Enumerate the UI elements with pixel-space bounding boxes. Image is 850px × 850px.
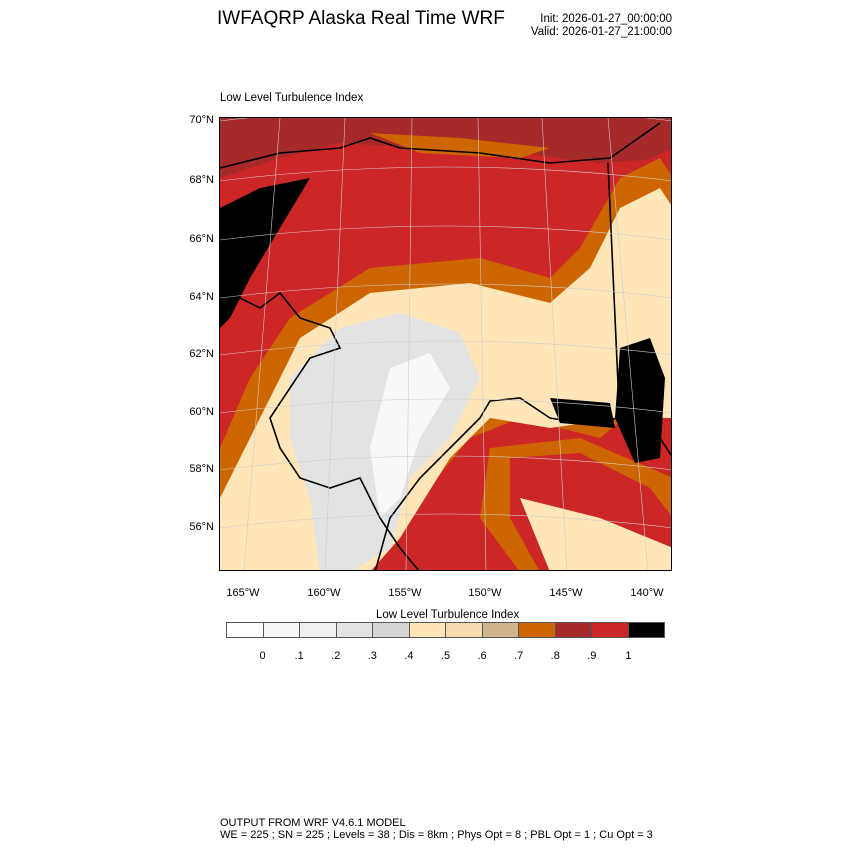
lon-label: 140°W: [630, 587, 664, 599]
lat-label: 60°N: [189, 406, 214, 418]
field-north-orange: [370, 133, 550, 158]
time-info: Init: 2026-01-27_00:00:00 Valid: 2026-01…: [531, 13, 672, 39]
lon-label: 145°W: [549, 587, 583, 599]
colorbar-tick-label: .3: [367, 650, 377, 662]
lat-label: 66°N: [189, 233, 214, 245]
lat-label: 56°N: [189, 521, 214, 533]
map-subtitle: Low Level Turbulence Index: [220, 92, 364, 104]
lat-label: 62°N: [189, 348, 214, 360]
colorbar-tick-label: 0: [259, 650, 266, 662]
colorbar-swatch: [263, 623, 300, 637]
lon-label: 155°W: [388, 587, 422, 599]
colorbar-swatch: [628, 623, 664, 637]
colorbar-swatch: [482, 623, 519, 637]
colorbar-tick-label: .9: [587, 650, 597, 662]
colorbar-tick-label: .1: [294, 650, 304, 662]
colorbar-swatch: [519, 623, 556, 637]
lat-label: 58°N: [189, 463, 214, 475]
colorbar-title: Low Level Turbulence Index: [376, 609, 520, 621]
colorbar-tick-label: .8: [550, 650, 560, 662]
lon-label: 160°W: [307, 587, 341, 599]
colorbar-tick-label: .4: [404, 650, 414, 662]
footer-config: WE = 225 ; SN = 225 ; Levels = 38 ; Dis …: [220, 829, 653, 841]
field-black-east: [615, 338, 665, 463]
colorbar-swatch: [592, 623, 629, 637]
field-black-west: [220, 178, 310, 328]
colorbar-swatch: [336, 623, 373, 637]
colorbar-swatch: [227, 623, 264, 637]
lon-label: 150°W: [468, 587, 502, 599]
map-field: [220, 118, 671, 570]
colorbar-tick-label: .5: [440, 650, 451, 662]
colorbar: [226, 622, 665, 638]
graticule: [220, 118, 671, 570]
footer-model: OUTPUT FROM WRF V4.6.1 MODEL: [220, 817, 406, 829]
colorbar-swatch: [373, 623, 410, 637]
colorbar-swatch: [300, 623, 337, 637]
colorbar-tick-label: .2: [331, 650, 341, 662]
valid-time: Valid: 2026-01-27_21:00:00: [530, 26, 672, 38]
coastline: [220, 122, 671, 570]
lat-label: 68°N: [189, 174, 214, 186]
field-light-region: [370, 353, 450, 518]
colorbar-tick-label: 1: [625, 650, 632, 662]
field-gulf-tan: [520, 498, 671, 570]
lat-label: 70°N: [189, 114, 214, 126]
colorbar-swatch: [555, 623, 592, 637]
lat-label: 64°N: [189, 291, 214, 303]
turbulence-map: [219, 117, 672, 571]
colorbar-swatch: [446, 623, 483, 637]
init-time: Init: 2026-01-27_00:00:00: [540, 13, 672, 25]
lon-label: 165°W: [226, 587, 260, 599]
colorbar-tick-label: .7: [514, 650, 524, 662]
plot-title: IWFAQRP Alaska Real Time WRF: [217, 8, 505, 29]
colorbar-swatch: [409, 623, 446, 637]
colorbar-tick-label: .6: [477, 650, 487, 662]
